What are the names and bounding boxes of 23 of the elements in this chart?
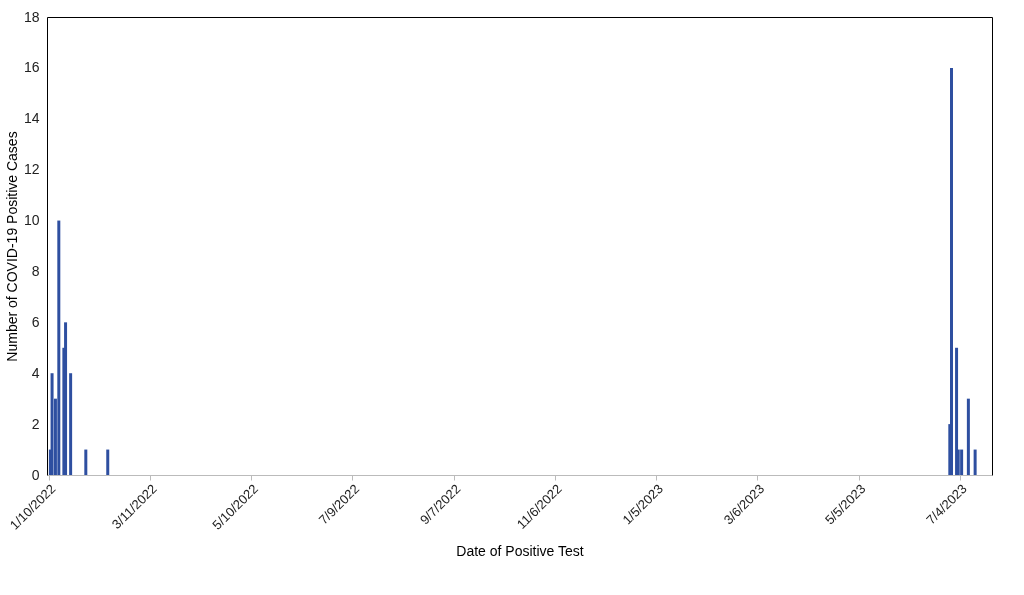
y-tick-label: 0 bbox=[31, 466, 40, 483]
y-tick-label: 18 bbox=[23, 8, 40, 25]
y-tick-label: 14 bbox=[23, 110, 40, 127]
bar bbox=[950, 67, 953, 475]
y-tick-label: 12 bbox=[23, 161, 40, 178]
y-axis-title: Number of COVID-19 Positive Cases bbox=[3, 131, 20, 362]
bar bbox=[106, 449, 110, 475]
bar bbox=[955, 347, 959, 475]
y-tick-label: 6 bbox=[31, 313, 40, 330]
y-tick-label: 16 bbox=[23, 59, 40, 76]
bar bbox=[84, 449, 88, 475]
bar bbox=[69, 373, 73, 475]
y-tick-label: 4 bbox=[31, 364, 40, 381]
bar bbox=[50, 373, 54, 475]
x-axis-title: Date of Positive Test bbox=[456, 542, 584, 559]
bar bbox=[966, 398, 970, 475]
bar bbox=[973, 449, 977, 475]
bar bbox=[57, 220, 61, 475]
y-tick-label: 2 bbox=[31, 415, 40, 432]
y-tick-label: 8 bbox=[31, 262, 40, 279]
bar bbox=[960, 449, 964, 475]
bar bbox=[64, 322, 68, 475]
y-tick-label: 10 bbox=[23, 212, 40, 229]
